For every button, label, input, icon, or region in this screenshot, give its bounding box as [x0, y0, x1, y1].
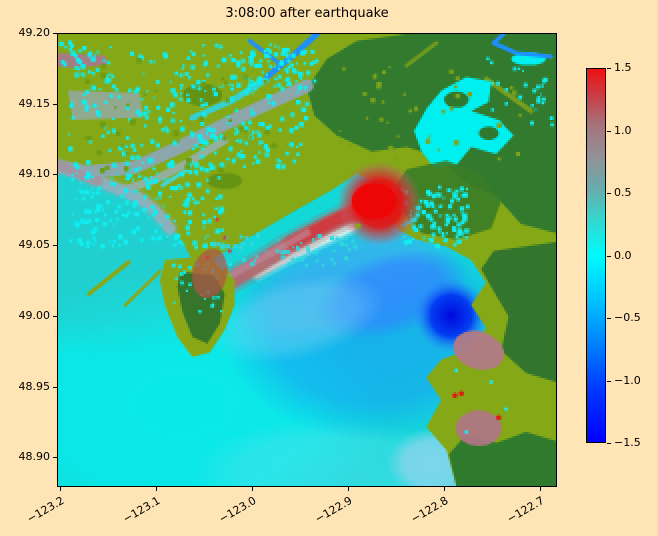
y-tick-mark [53, 457, 57, 459]
map-heatmap-canvas [58, 34, 556, 486]
x-tick-mark [155, 487, 157, 491]
y-tick-label: 49.15 [18, 96, 51, 110]
plot-area [57, 33, 557, 487]
plot-title: 3:08:00 after earthquake [225, 6, 389, 21]
x-tick-label: −122.7 [504, 494, 547, 526]
colorbar-tick-label: 1.5 [614, 61, 632, 74]
colorbar-tick-mark [607, 318, 611, 319]
y-tick-mark [53, 33, 57, 34]
y-tick-mark [53, 315, 57, 317]
colorbar-tick-label: 0.0 [614, 248, 632, 262]
colorbar-tick-mark [607, 380, 611, 382]
x-tick-label: −122.9 [312, 494, 355, 526]
colorbar-tick-mark [607, 255, 611, 257]
colorbar-tick-label: −1.0 [614, 373, 641, 387]
x-tick-label: −122.8 [408, 494, 451, 526]
y-tick-label: 48.95 [18, 379, 51, 393]
colorbar-tick-mark [607, 193, 611, 194]
y-tick-mark [53, 174, 57, 176]
colorbar-tick-label: 1.0 [614, 123, 632, 137]
x-tick-mark [539, 487, 541, 491]
y-tick-label: 49.10 [18, 167, 51, 181]
x-tick-mark [347, 487, 349, 491]
colorbar-tick-label: 0.5 [614, 186, 632, 199]
y-tick-label: 49.20 [18, 26, 51, 39]
y-tick-mark [53, 103, 57, 105]
colorbar-tick-mark [607, 68, 611, 69]
x-tick-mark [443, 487, 445, 491]
colorbar-tick-label: −0.5 [614, 311, 641, 324]
colorbar-tick-mark [607, 443, 611, 444]
x-tick-label: −123.0 [216, 494, 259, 526]
y-tick-mark [53, 386, 57, 388]
y-tick-label: 49.00 [18, 308, 51, 322]
colorbar-tick-label: −1.5 [614, 436, 641, 449]
colorbar [586, 68, 606, 443]
y-tick-mark [53, 245, 57, 247]
colorbar-tick-mark [607, 130, 611, 132]
x-tick-label: −123.2 [24, 494, 67, 526]
x-tick-mark [59, 487, 61, 491]
x-tick-mark [251, 487, 253, 491]
x-tick-label: −123.1 [120, 494, 163, 526]
y-tick-label: 48.90 [18, 450, 51, 464]
y-tick-label: 49.05 [18, 238, 51, 252]
